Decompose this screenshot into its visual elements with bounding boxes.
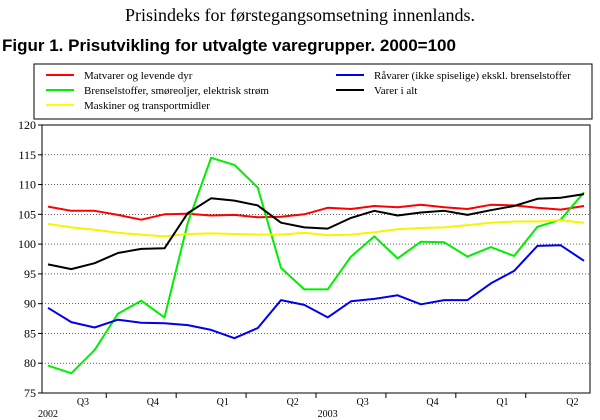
x-year-label: 2002 (38, 409, 58, 420)
y-tick-label: 105 (18, 207, 36, 221)
y-tick-label: 95 (24, 267, 36, 281)
y-tick-label: 75 (24, 386, 36, 400)
series-line (47, 203, 585, 221)
y-tick-label: 85 (24, 326, 36, 340)
legend: Matvarer og levende dyr Brenselstoffer, s… (46, 70, 571, 112)
figure-title: Figur 1. Prisutvikling for utvalgte vare… (2, 36, 456, 55)
x-quarter-label: Q4 (147, 397, 159, 408)
y-tick-label: 115 (18, 148, 36, 162)
x-quarter-label: Q3 (356, 397, 368, 408)
y-tick-label: 90 (24, 297, 36, 311)
legend-label: Matvarer og levende dyr (84, 70, 193, 82)
x-quarter-label: Q2 (287, 397, 299, 408)
series-line (47, 193, 585, 271)
x-quarter-label: Q1 (217, 397, 229, 408)
y-axis: 75 80 85 90 95 100 105 110 115 120 (18, 118, 42, 400)
legend-label: Maskiner og transportmidler (84, 100, 210, 112)
series-line (47, 244, 585, 340)
y-tick-label: 120 (18, 118, 36, 132)
x-quarter-label: Q2 (566, 397, 578, 408)
x-quarter-label: Q4 (426, 397, 438, 408)
x-axis: Q3 Q4 Q1 Q2 Q3 Q4 Q1 Q2 2002 2003 (38, 393, 578, 420)
legend-label: Varer i alt (374, 85, 417, 97)
legend-label: Brenselstoffer, smøreoljer, elektrisk st… (84, 85, 269, 97)
series-lines (47, 156, 585, 375)
x-year-label: 2003 (318, 409, 338, 420)
series-line (47, 219, 585, 238)
x-quarter-label: Q3 (77, 397, 89, 408)
legend-box (33, 63, 593, 120)
legend-label: Råvarer (ikke spiselige) ekskl. brensels… (374, 70, 571, 82)
series-line (47, 156, 585, 375)
gridlines (42, 154, 590, 364)
y-tick-label: 100 (18, 237, 36, 251)
y-tick-label: 110 (18, 178, 36, 192)
plot-area (41, 124, 591, 394)
x-quarter-label: Q1 (496, 397, 508, 408)
y-tick-label: 80 (24, 356, 36, 370)
page-heading: Prisindeks for førstegangsomsetning inne… (125, 5, 475, 25)
